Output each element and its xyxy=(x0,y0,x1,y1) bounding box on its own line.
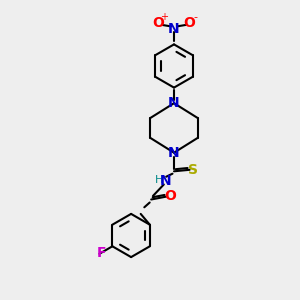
Text: N: N xyxy=(168,96,180,110)
Text: +: + xyxy=(160,12,168,22)
Text: S: S xyxy=(188,163,198,177)
Text: N: N xyxy=(168,146,180,160)
Text: O: O xyxy=(184,16,196,30)
Text: N: N xyxy=(168,22,180,36)
Text: O: O xyxy=(164,190,176,203)
Text: O: O xyxy=(152,16,164,30)
Text: -: - xyxy=(193,12,197,22)
Text: F: F xyxy=(97,246,106,260)
Text: N: N xyxy=(160,174,171,188)
Text: H: H xyxy=(155,175,163,185)
